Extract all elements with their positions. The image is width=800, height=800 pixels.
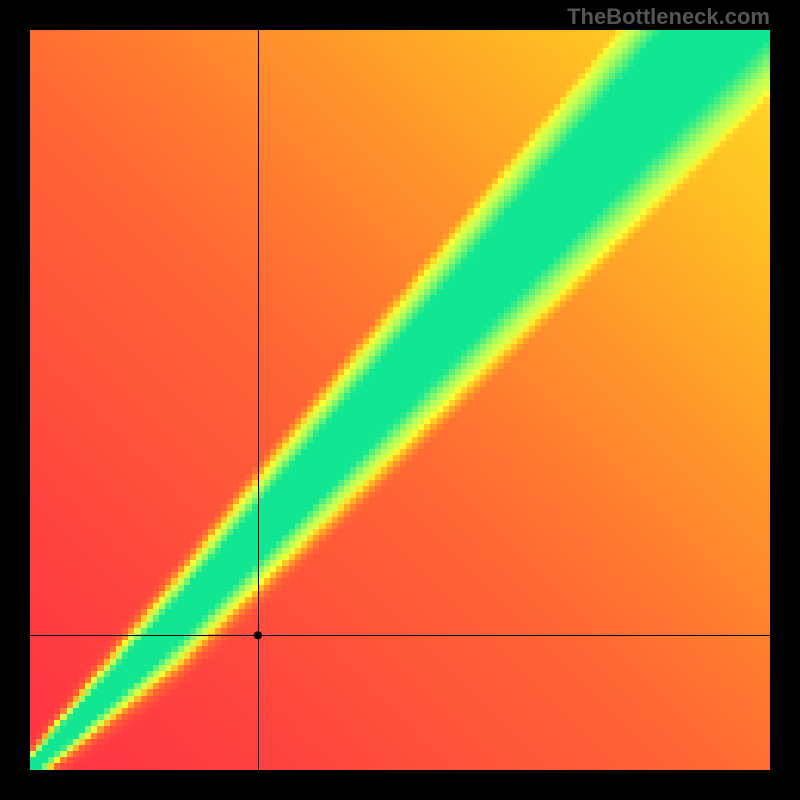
chart-container: TheBottleneck.com [0, 0, 800, 800]
bottleneck-heatmap [30, 30, 770, 770]
watermark-text: TheBottleneck.com [567, 4, 770, 30]
